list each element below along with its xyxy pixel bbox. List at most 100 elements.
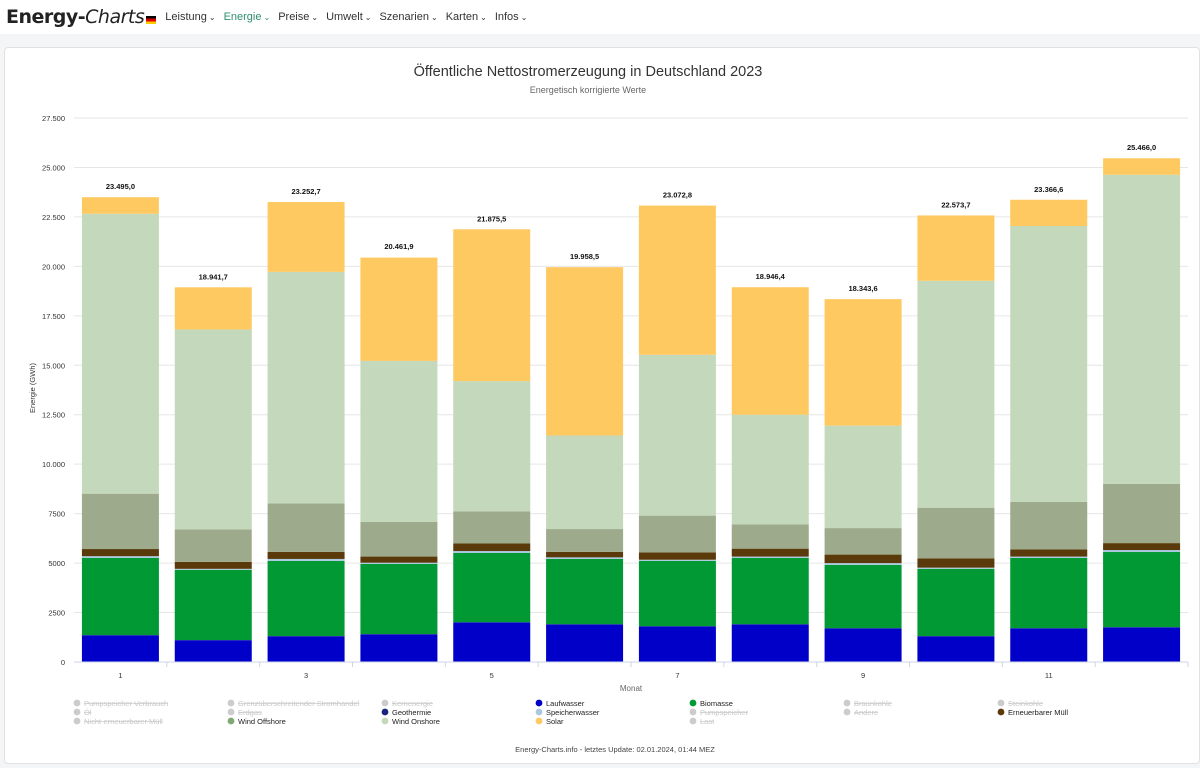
bar-laufwasser-month-9[interactable] xyxy=(825,628,902,662)
legend-item-nicht-erneuerbarer-müll[interactable]: Nicht-erneuerbarer Müll xyxy=(74,717,164,726)
legend-item-pumpspeicher-verbrauch[interactable]: Pumpspeicher Verbrauch xyxy=(74,699,169,708)
menu-item-umwelt[interactable]: Umwelt⌄ xyxy=(326,11,371,23)
bar-erneuerbarer-müll-month-6[interactable] xyxy=(546,552,623,558)
bar-wind-offshore-month-3[interactable] xyxy=(268,503,345,551)
bar-laufwasser-month-4[interactable] xyxy=(360,634,437,662)
bar-wind-onshore-month-12[interactable] xyxy=(1103,175,1180,484)
bar-wind-onshore-month-11[interactable] xyxy=(1010,226,1087,502)
bar-wind-onshore-month-10[interactable] xyxy=(917,281,994,508)
bar-biomasse-month-3[interactable] xyxy=(268,561,345,636)
bar-laufwasser-month-12[interactable] xyxy=(1103,627,1180,662)
bar-biomasse-month-4[interactable] xyxy=(360,564,437,634)
bar-biomasse-month-8[interactable] xyxy=(732,558,809,624)
bar-wind-offshore-month-10[interactable] xyxy=(917,508,994,559)
legend-item-wind-onshore[interactable]: Wind Onshore xyxy=(382,717,440,726)
bar-erneuerbarer-müll-month-4[interactable] xyxy=(360,557,437,563)
bar-speicherwasser-month-7[interactable] xyxy=(639,560,716,561)
bar-biomasse-month-7[interactable] xyxy=(639,561,716,626)
bar-speicherwasser-month-12[interactable] xyxy=(1103,550,1180,552)
legend-item-erneuerbarer-müll[interactable]: Erneuerbarer Müll xyxy=(998,708,1069,717)
bar-solar-month-11[interactable] xyxy=(1010,200,1087,226)
legend-item-grenzüberschreitender-stromhandel[interactable]: Grenzüberschreitender Stromhandel xyxy=(228,699,360,708)
bar-speicherwasser-month-5[interactable] xyxy=(453,551,530,553)
bar-speicherwasser-month-2[interactable] xyxy=(175,569,252,570)
legend-item-erdgas[interactable]: Erdgas xyxy=(228,708,262,717)
bar-wind-onshore-month-1[interactable] xyxy=(82,214,159,494)
bar-erneuerbarer-müll-month-5[interactable] xyxy=(453,544,530,552)
bar-erneuerbarer-müll-month-12[interactable] xyxy=(1103,543,1180,550)
bar-wind-offshore-month-7[interactable] xyxy=(639,516,716,553)
menu-item-energie[interactable]: Energie⌄ xyxy=(224,11,271,23)
bar-speicherwasser-month-10[interactable] xyxy=(917,568,994,569)
legend-item-andere[interactable]: Andere xyxy=(844,708,879,717)
bar-erneuerbarer-müll-month-10[interactable] xyxy=(917,558,994,567)
bar-biomasse-month-10[interactable] xyxy=(917,569,994,636)
bar-solar-month-12[interactable] xyxy=(1103,158,1180,175)
bar-wind-offshore-month-11[interactable] xyxy=(1010,502,1087,549)
bar-laufwasser-month-8[interactable] xyxy=(732,624,809,662)
legend-item-braunkohle[interactable]: Braunkohle xyxy=(844,699,892,708)
bar-solar-month-6[interactable] xyxy=(546,267,623,435)
legend-item-kernenergie[interactable]: Kernenergie xyxy=(382,699,433,708)
bar-solar-month-5[interactable] xyxy=(453,229,530,381)
legend-item-speicherwasser[interactable]: Speicherwasser xyxy=(536,708,600,717)
bar-biomasse-month-2[interactable] xyxy=(175,570,252,640)
bar-speicherwasser-month-4[interactable] xyxy=(360,563,437,564)
legend-item-last[interactable]: Last xyxy=(690,717,715,726)
bar-biomasse-month-11[interactable] xyxy=(1010,558,1087,628)
bar-solar-month-8[interactable] xyxy=(732,287,809,415)
bar-erneuerbarer-müll-month-1[interactable] xyxy=(82,549,159,556)
bar-erneuerbarer-müll-month-8[interactable] xyxy=(732,549,809,557)
legend-item-geothermie[interactable]: Geothermie xyxy=(382,708,432,717)
bar-wind-onshore-month-7[interactable] xyxy=(639,355,716,516)
bar-speicherwasser-month-8[interactable] xyxy=(732,557,809,558)
bar-biomasse-month-5[interactable] xyxy=(453,553,530,622)
legend-item-laufwasser[interactable]: Laufwasser xyxy=(536,699,585,708)
bar-wind-offshore-month-5[interactable] xyxy=(453,511,530,543)
bar-erneuerbarer-müll-month-2[interactable] xyxy=(175,562,252,569)
legend-item-pumpspeicher[interactable]: Pumpspeicher xyxy=(690,708,749,717)
bar-wind-onshore-month-6[interactable] xyxy=(546,435,623,529)
bar-wind-offshore-month-6[interactable] xyxy=(546,529,623,552)
menu-item-karten[interactable]: Karten⌄ xyxy=(446,11,487,23)
bar-wind-onshore-month-9[interactable] xyxy=(825,426,902,528)
menu-item-szenarien[interactable]: Szenarien⌄ xyxy=(379,11,437,23)
bar-biomasse-month-9[interactable] xyxy=(825,565,902,628)
bar-wind-onshore-month-3[interactable] xyxy=(268,272,345,503)
bar-biomasse-month-6[interactable] xyxy=(546,559,623,624)
legend-item-wind-offshore[interactable]: Wind Offshore xyxy=(228,717,286,726)
bar-speicherwasser-month-3[interactable] xyxy=(268,559,345,561)
bar-erneuerbarer-müll-month-3[interactable] xyxy=(268,552,345,559)
bar-speicherwasser-month-6[interactable] xyxy=(546,557,623,559)
bar-solar-month-4[interactable] xyxy=(360,258,437,361)
bar-solar-month-9[interactable] xyxy=(825,299,902,425)
brand-logo[interactable]: Energy-Charts xyxy=(6,6,156,28)
legend-item-öl[interactable]: Öl xyxy=(74,708,92,717)
bar-speicherwasser-month-11[interactable] xyxy=(1010,557,1087,558)
bar-solar-month-2[interactable] xyxy=(175,287,252,329)
bar-biomasse-month-12[interactable] xyxy=(1103,552,1180,627)
bar-erneuerbarer-müll-month-7[interactable] xyxy=(639,552,716,559)
bar-laufwasser-month-7[interactable] xyxy=(639,626,716,662)
bar-solar-month-3[interactable] xyxy=(268,202,345,272)
legend-item-biomasse[interactable]: Biomasse xyxy=(690,699,733,708)
bar-laufwasser-month-3[interactable] xyxy=(268,636,345,662)
bar-wind-offshore-month-4[interactable] xyxy=(360,522,437,557)
bar-solar-month-7[interactable] xyxy=(639,206,716,355)
menu-item-leistung[interactable]: Leistung⌄ xyxy=(165,11,215,23)
bar-erneuerbarer-müll-month-9[interactable] xyxy=(825,555,902,564)
bar-wind-onshore-month-4[interactable] xyxy=(360,361,437,522)
bar-laufwasser-month-11[interactable] xyxy=(1010,628,1087,662)
bar-laufwasser-month-5[interactable] xyxy=(453,622,530,662)
bar-speicherwasser-month-1[interactable] xyxy=(82,556,159,558)
bar-speicherwasser-month-9[interactable] xyxy=(825,563,902,565)
bar-wind-onshore-month-2[interactable] xyxy=(175,329,252,529)
bar-erneuerbarer-müll-month-11[interactable] xyxy=(1010,549,1087,556)
bar-laufwasser-month-6[interactable] xyxy=(546,624,623,662)
bar-solar-month-10[interactable] xyxy=(917,215,994,280)
bar-laufwasser-month-1[interactable] xyxy=(82,635,159,662)
bar-solar-month-1[interactable] xyxy=(82,197,159,214)
bar-wind-onshore-month-8[interactable] xyxy=(732,415,809,525)
bar-laufwasser-month-2[interactable] xyxy=(175,640,252,662)
menu-item-preise[interactable]: Preise⌄ xyxy=(278,11,318,23)
